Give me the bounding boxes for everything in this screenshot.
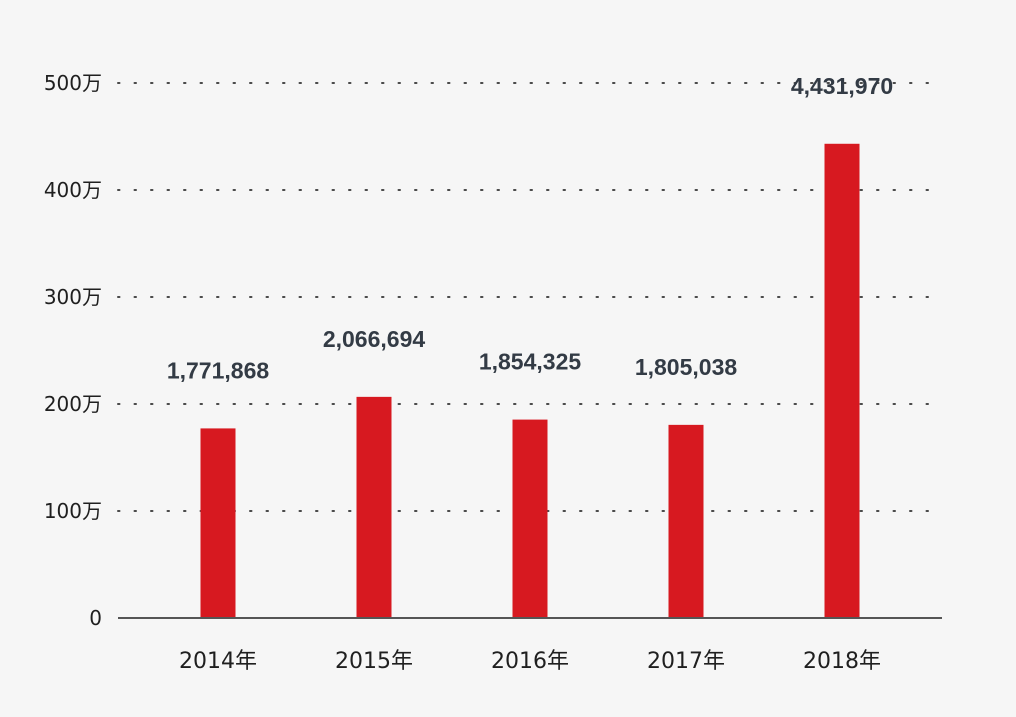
bar-2015 [356,396,392,618]
x-category-label: 2015年 [335,649,413,674]
data-label: 1,805,038 [635,354,738,380]
data-label: 2,066,694 [323,326,426,352]
y-tick-label: 400万 [44,178,102,202]
y-tick-label: 500万 [44,71,102,95]
bar-2018 [824,143,860,618]
y-tick-label: 0 [89,606,102,630]
x-axis: 2014年 2015年 2016年 2017年 2018年 [118,617,942,674]
bar-2016 [512,419,548,618]
y-axis-ticks: 0 100万 200万 300万 400万 500万 [44,71,102,630]
x-category-label: 2014年 [179,649,257,674]
y-tick-label: 100万 [44,499,102,523]
y-tick-label: 300万 [44,285,102,309]
data-labels: 1,771,868 2,066,694 1,854,325 1,805,038 4,43… [167,73,893,384]
bar-2014 [200,428,236,618]
x-category-label: 2017年 [647,649,725,674]
data-label: 1,854,325 [479,349,582,375]
y-tick-label: 200万 [44,392,102,416]
data-label: 4,431,970 [791,73,893,99]
x-category-label: 2016年 [491,649,569,674]
data-label: 1,771,868 [167,357,270,383]
bar-2017 [668,424,704,618]
x-category-label: 2018年 [803,649,881,674]
bars [200,143,860,618]
